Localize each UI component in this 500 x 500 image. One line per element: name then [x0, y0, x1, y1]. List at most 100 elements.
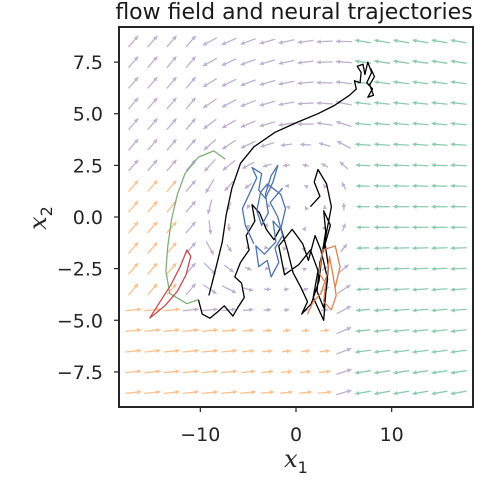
flow-arrow-head — [172, 35, 177, 41]
flow-arrow-head — [339, 161, 345, 167]
flow-arrow-head — [172, 221, 177, 227]
flow-arrow-head — [374, 349, 379, 354]
flow-arrow-head — [412, 266, 417, 272]
flow-arrow-head — [356, 266, 361, 271]
flow-arrow-head — [240, 40, 246, 45]
flow-arrow-head — [153, 283, 158, 289]
flow-arrow-head — [172, 118, 177, 123]
flow-arrow-head — [278, 101, 283, 107]
flow-arrow-head — [374, 245, 379, 251]
flow-arrow-head — [374, 308, 379, 313]
flow-arrow-head — [305, 348, 311, 354]
flow-arrow-head — [133, 35, 139, 41]
flow-arrow-head — [172, 159, 177, 165]
flow-arrow-head — [260, 143, 265, 148]
flow-arrow-head — [324, 307, 329, 313]
flow-arrow-head — [374, 391, 379, 396]
flow-arrow-head — [374, 328, 379, 334]
flow-arrow-head — [213, 348, 218, 354]
flow-arrow-head — [153, 242, 158, 247]
flow-arrow-head — [232, 348, 237, 354]
x-tick-label: 10 — [380, 424, 404, 446]
flow-arrow-head — [431, 308, 436, 313]
flow-arrow-head — [191, 77, 196, 82]
flow-arrow-head — [153, 139, 158, 144]
flow-arrow-head — [265, 266, 270, 271]
x-axis-label: x1 — [284, 445, 308, 477]
flow-arrow-head — [431, 121, 436, 126]
flow-arrow-head — [316, 39, 321, 44]
flow-arrow-head — [344, 264, 349, 269]
flow-arrow-head — [175, 307, 180, 312]
flow-arrow-head — [355, 391, 360, 396]
flow-arrow-head — [412, 183, 417, 189]
flow-arrow-head — [285, 205, 291, 210]
flow-arrow-head — [209, 249, 214, 255]
flow-arrow-head — [266, 287, 271, 292]
flow-arrow-head — [431, 287, 436, 292]
flow-arrow-head — [325, 348, 330, 354]
flow-arrow-head — [137, 369, 142, 374]
flow-arrow-head — [356, 245, 361, 251]
flow-arrow-head — [203, 103, 208, 108]
flow-arrow-head — [175, 389, 180, 395]
flow-arrow-head — [412, 225, 417, 230]
flow-arrow-head — [248, 287, 254, 292]
flow-arrow-head — [316, 121, 322, 126]
flow-arrow-head — [191, 283, 196, 289]
flow-arrow-head — [285, 328, 291, 333]
flow-arrow-head — [450, 245, 455, 251]
flow-arrow-head — [172, 283, 177, 289]
flow-arrow-head — [450, 38, 456, 43]
flow-arrow-head — [393, 59, 398, 64]
flow-arrow-head — [335, 59, 340, 65]
flow-arrow-head — [431, 225, 436, 230]
flow-arrow-head — [137, 307, 142, 312]
flow-arrow-head — [393, 183, 398, 189]
flow-arrow-head — [337, 141, 342, 146]
flow-arrow-head — [412, 308, 417, 313]
y-axis-ticks: 7.5 5.0 2.5 0.0 −2.5 −5.0 −7.5 — [57, 52, 119, 384]
flow-arrow-head — [302, 267, 307, 272]
flow-arrow-head — [393, 80, 398, 85]
flow-arrow-head — [259, 102, 265, 107]
flow-arrow-head — [278, 60, 283, 66]
flow-arrow-head — [156, 369, 161, 374]
flow-arrow-head — [393, 225, 398, 230]
flow-arrow-head — [221, 103, 227, 108]
flow-arrow-head — [203, 124, 208, 129]
flow-arrow-head — [347, 389, 352, 394]
flow-arrow-head — [240, 144, 246, 149]
flow-arrow-head — [133, 97, 139, 103]
flow-arrow-head — [431, 391, 436, 396]
flow-arrow-head — [316, 60, 321, 65]
flow-arrow-head — [213, 307, 218, 312]
y-tick-label: 0.0 — [73, 207, 103, 229]
flow-arrow-head — [191, 139, 196, 144]
flow-arrow-head — [133, 263, 139, 268]
flow-arrow-head — [204, 166, 209, 172]
flow-arrow-head — [249, 328, 254, 333]
flow-arrow-head — [286, 348, 291, 354]
flow-arrow-head — [137, 348, 142, 354]
flow-arrow-head — [450, 121, 455, 126]
flow-arrow-head — [326, 369, 331, 374]
flow-arrow-head — [263, 245, 269, 250]
flow-arrow-head — [285, 307, 290, 313]
x-axis-ticks: −10 0 10 — [180, 407, 404, 446]
flow-arrow-head — [153, 263, 158, 268]
flow-arrow-head — [213, 369, 218, 374]
flow-arrow-head — [278, 122, 283, 127]
flow-arrow-head — [412, 349, 417, 354]
flow-arrow-head — [355, 121, 360, 126]
flow-arrow-head — [191, 118, 196, 123]
flow-arrow-head — [297, 60, 302, 65]
flow-arrow-head — [431, 142, 436, 147]
flow-arrow-head — [153, 180, 158, 185]
trajectory-line-5 — [306, 245, 341, 315]
flow-arrow-head — [431, 370, 436, 375]
flow-arrow-head — [202, 62, 208, 67]
flow-arrow-head — [431, 349, 436, 354]
flow-arrow-head — [450, 142, 455, 147]
